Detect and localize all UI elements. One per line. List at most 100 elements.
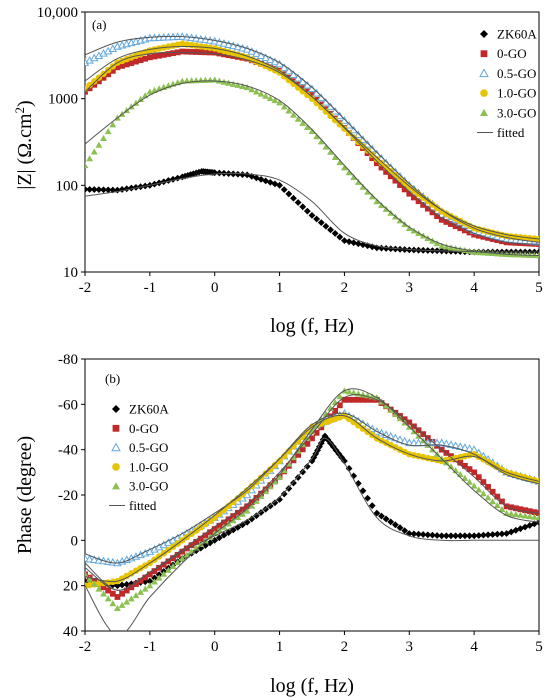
panel-b-legend-item-0-go: 0-GO xyxy=(112,421,159,436)
panel-a-point-3-0-go xyxy=(378,201,385,209)
panel-b-point-0-go xyxy=(114,594,121,600)
panel-a-point-zk60a xyxy=(350,239,358,247)
panel-b-point-zk60a xyxy=(146,577,154,585)
panel-b-point-3-0-go xyxy=(461,474,469,481)
panel-a-point-0-go xyxy=(85,88,88,95)
panel-a-point-0-go xyxy=(411,194,417,201)
panel-b-point-zk60a xyxy=(447,532,455,540)
panel-a-point-zk60a xyxy=(327,226,334,234)
panel-a-point-0-go xyxy=(211,49,218,56)
panel-a-series-group xyxy=(85,32,539,259)
panel-b-legend-item-zk60a: ZK60A xyxy=(112,402,169,417)
panel-b-point-zk60a xyxy=(475,532,483,539)
panel-b-point-3-0-go xyxy=(484,494,492,501)
panel-a-point-0-go xyxy=(466,229,473,236)
panel-b-point-3-0-go xyxy=(530,513,538,520)
panel-b-point-3-0-go xyxy=(517,511,524,518)
panel-b-point-3-0-go xyxy=(248,502,256,509)
panel-a-plot-area xyxy=(84,11,540,273)
panel-a-point-zk60a xyxy=(118,186,126,193)
panel-b-point-1-0-go xyxy=(230,498,237,506)
panel-a-point-3-0-go xyxy=(104,128,112,135)
panel-b-point-zk60a xyxy=(276,496,283,503)
panel-a-point-zk60a xyxy=(285,190,293,198)
panel-a-point-3-0-go xyxy=(95,141,103,148)
panel-b-fitted-line-3-0-go xyxy=(85,388,539,631)
panel-a-legend-label-0-5-go: 0.5-GO xyxy=(497,66,536,81)
panel-a-point-3-0-go xyxy=(132,99,140,106)
panel-a-point-0-go xyxy=(165,51,172,57)
panel-b-point-3-0-go xyxy=(336,393,344,400)
panel-a-point-0-go xyxy=(309,92,315,98)
panel-a-point-0-go xyxy=(179,48,186,55)
panel-b-point-zk60a xyxy=(308,457,316,465)
panel-a-fitted-line-3-0-go xyxy=(85,80,539,256)
panel-b-point-0-go xyxy=(160,561,167,568)
panel-b-legend-label-1-0-go: 1.0-GO xyxy=(129,459,168,474)
panel-a-point-3-0-go xyxy=(466,247,473,254)
panel-b-point-3-0-go xyxy=(197,540,205,547)
panel-b-legend-item-fitted: fitted xyxy=(109,498,157,513)
panel-b-point-0-go xyxy=(230,513,237,519)
panel-b-point-0-go xyxy=(336,402,343,409)
panel-b-x-tick-label: -2 xyxy=(79,639,92,655)
panel-a-point-0-go xyxy=(373,160,380,167)
panel-b-point-0-go xyxy=(313,429,320,436)
panel-b-point-0-go xyxy=(499,498,505,505)
panel-b-point-zk60a xyxy=(368,502,376,510)
panel-b-point-zk60a xyxy=(271,499,279,507)
panel-a-point-zk60a xyxy=(271,180,279,188)
panel-a-point-zk60a xyxy=(276,181,283,189)
panel-a-point-zk60a xyxy=(229,170,237,178)
panel-a-point-0-go xyxy=(406,190,413,197)
panel-a-point-zk60a xyxy=(368,243,376,251)
panel-a-point-zk60a xyxy=(239,171,246,178)
panel-a-point-3-0-go xyxy=(253,88,260,95)
panel-b-point-1-0-go xyxy=(206,517,214,525)
panel-b-point-zk60a xyxy=(415,530,422,538)
panel-a-point-3-0-go xyxy=(290,111,297,118)
panel-a-x-tick-label: 1 xyxy=(276,280,284,296)
panel-a-x-tick-label: 3 xyxy=(406,280,414,296)
panel-b-point-zk60a xyxy=(456,532,464,540)
panel-b-point-zk60a xyxy=(118,581,126,589)
panel-b-fitted-line-zk60a xyxy=(85,437,539,591)
panel-b-point-0-go xyxy=(225,516,232,523)
panel-b-point-zk60a xyxy=(220,531,228,539)
panel-a-point-0-go xyxy=(184,48,190,55)
panel-b-point-zk60a xyxy=(123,580,131,588)
panel-a-point-0-5-go xyxy=(261,53,270,62)
panel-a-point-zk60a xyxy=(303,207,311,215)
panel-b-legend-label-zk60a: ZK60A xyxy=(129,402,169,417)
panel-a-point-zk60a xyxy=(123,185,131,193)
panel-a-point-0-go xyxy=(146,54,153,61)
panel-a-point-zk60a xyxy=(132,183,140,191)
panel-b-legend-label-fitted: fitted xyxy=(129,498,157,513)
panel-b-point-zk60a xyxy=(391,521,399,529)
panel-b-point-1-0-go xyxy=(271,461,279,469)
panel-a-point-3-0-go xyxy=(266,94,274,101)
panel-b-point-zk60a xyxy=(466,532,473,540)
panel-a-point-0-5-go xyxy=(289,70,298,78)
panel-b-legend-label-0-5-go: 0.5-GO xyxy=(129,440,168,455)
panel-a-point-1-0-go xyxy=(308,95,316,102)
panel-b-point-0-go xyxy=(341,396,348,403)
panel-a-point-3-0-go xyxy=(225,79,233,86)
panel-a-point-0-go xyxy=(133,58,139,65)
panel-a-point-3-0-go xyxy=(327,148,334,155)
panel-b-legend-label-0-go: 0-GO xyxy=(129,421,159,436)
panel-b-point-3-0-go xyxy=(322,410,330,417)
panel-a-point-3-0-go xyxy=(239,82,246,90)
panel-b-point-zk60a xyxy=(498,530,506,538)
panel-a-point-3-0-go xyxy=(313,133,321,140)
panel-b-point-3-0-go xyxy=(350,389,358,396)
panel-a-point-0-go xyxy=(443,219,450,225)
panel-b-point-zk60a xyxy=(211,536,219,544)
panel-a-point-0-go xyxy=(304,88,311,95)
panel-a-point-1-0-go xyxy=(86,81,93,89)
panel-b-point-0-go xyxy=(304,440,311,447)
panel-a-point-zk60a xyxy=(243,171,251,179)
panel-b-point-zk60a xyxy=(410,530,418,538)
panel-a-point-1-0-go xyxy=(327,112,334,120)
panel-b-point-1-0-go xyxy=(355,422,362,429)
